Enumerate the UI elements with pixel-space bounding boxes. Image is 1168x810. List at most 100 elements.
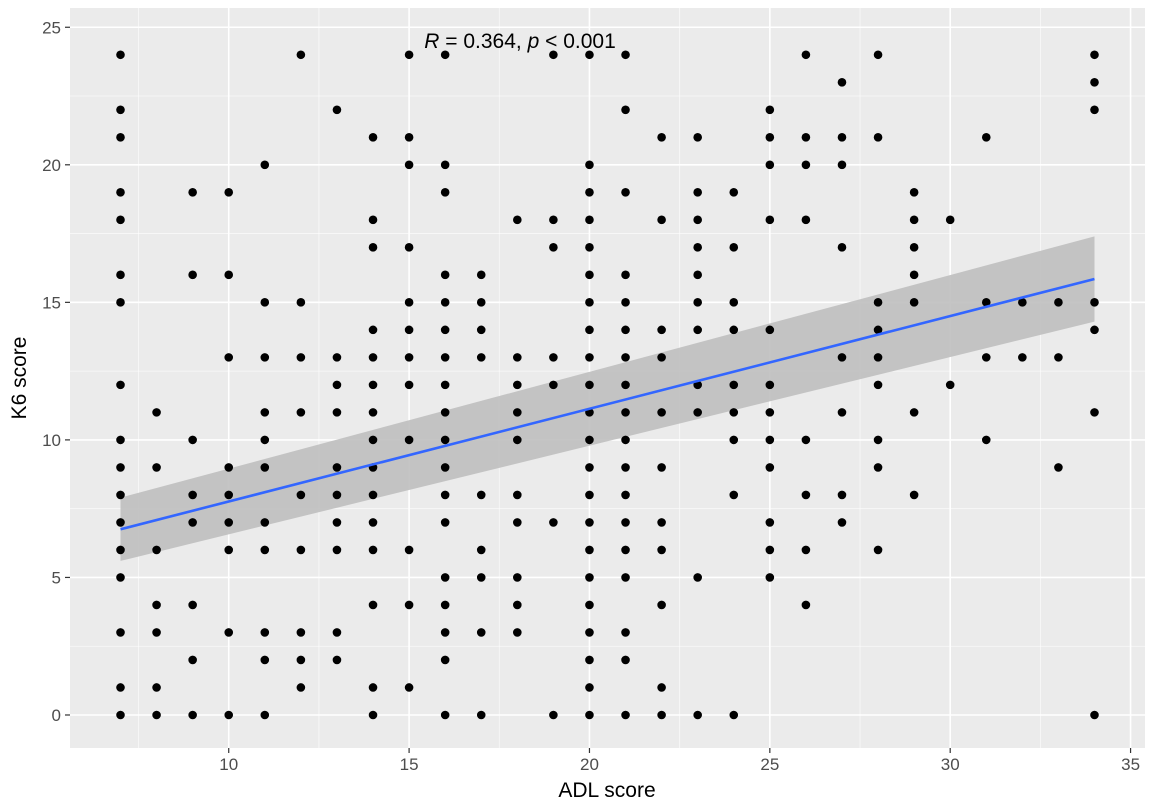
x-tick-label: 35: [1121, 755, 1140, 774]
data-point: [621, 655, 630, 665]
data-point: [476, 573, 486, 582]
data-point: [296, 545, 306, 555]
data-point: [621, 518, 630, 527]
data-point: [404, 325, 414, 335]
data-point: [621, 463, 630, 472]
y-tick-label: 0: [52, 706, 61, 725]
data-point: [188, 435, 197, 445]
data-point: [260, 710, 270, 720]
data-point: [909, 298, 919, 307]
x-tick-label: 20: [580, 755, 599, 774]
data-point: [1090, 408, 1099, 417]
data-point: [657, 545, 666, 555]
data-point: [801, 435, 811, 445]
data-point: [260, 463, 270, 472]
data-point: [765, 573, 775, 582]
data-point: [152, 463, 161, 472]
data-point: [909, 408, 919, 417]
data-point: [729, 435, 739, 445]
data-point: [621, 573, 630, 582]
data-point: [909, 243, 919, 252]
data-point: [476, 325, 486, 335]
data-point: [945, 380, 955, 390]
data-point: [549, 215, 558, 225]
data-point: [116, 573, 125, 582]
data-point: [657, 683, 666, 692]
data-point: [440, 435, 450, 445]
data-point: [729, 710, 739, 720]
data-point: [332, 545, 342, 555]
data-point: [476, 490, 486, 500]
data-point: [188, 490, 197, 500]
data-point: [152, 628, 161, 637]
data-point: [621, 545, 630, 555]
data-point: [873, 298, 883, 307]
data-point: [1090, 77, 1099, 87]
data-point: [404, 353, 414, 362]
data-point: [693, 573, 702, 582]
r-symbol: R: [424, 30, 439, 53]
data-point: [404, 380, 414, 390]
data-point: [440, 655, 450, 665]
data-point: [909, 490, 919, 500]
data-point: [1018, 298, 1027, 307]
data-point: [440, 380, 450, 390]
data-point: [657, 463, 666, 472]
data-point: [332, 518, 342, 527]
data-point: [621, 435, 630, 445]
data-point: [765, 435, 775, 445]
data-point: [260, 298, 270, 307]
data-point: [801, 215, 811, 225]
y-tick-label: 10: [42, 431, 61, 450]
data-point: [224, 518, 234, 527]
data-point: [909, 215, 919, 225]
data-point: [260, 435, 270, 445]
data-point: [440, 270, 450, 280]
data-point: [621, 50, 630, 60]
data-point: [116, 683, 125, 692]
data-point: [585, 298, 594, 307]
y-tick-label: 5: [52, 568, 61, 587]
data-point: [657, 600, 666, 610]
confidence-band: [120, 236, 1095, 561]
data-point: [585, 545, 594, 555]
data-point: [332, 655, 342, 665]
data-point: [837, 408, 847, 417]
data-point: [837, 518, 847, 527]
data-point: [440, 628, 450, 637]
data-point: [476, 628, 486, 637]
data-point: [440, 160, 450, 170]
data-point: [765, 463, 775, 472]
data-point: [837, 243, 847, 252]
data-point: [729, 243, 739, 252]
data-point: [368, 408, 378, 417]
data-point: [585, 188, 594, 197]
data-point: [693, 325, 702, 335]
data-point: [801, 600, 811, 610]
data-points: [116, 50, 1099, 720]
data-point: [116, 435, 125, 445]
data-point: [621, 188, 630, 197]
data-point: [296, 628, 306, 637]
data-point: [837, 353, 847, 362]
data-point: [729, 408, 739, 417]
data-point: [585, 490, 594, 500]
data-point: [152, 545, 161, 555]
data-point: [224, 353, 234, 362]
data-point: [188, 270, 197, 280]
data-point: [513, 435, 522, 445]
data-point: [224, 490, 234, 500]
data-point: [765, 545, 775, 555]
data-point: [621, 298, 630, 307]
data-point: [404, 545, 414, 555]
data-point: [585, 270, 594, 280]
p-value: < 0.001: [539, 30, 615, 53]
data-point: [621, 353, 630, 362]
data-point: [404, 600, 414, 610]
data-point: [909, 270, 919, 280]
data-point: [693, 270, 702, 280]
data-point: [332, 353, 342, 362]
p-symbol: p: [527, 30, 540, 53]
data-point: [585, 600, 594, 610]
data-point: [116, 518, 125, 527]
